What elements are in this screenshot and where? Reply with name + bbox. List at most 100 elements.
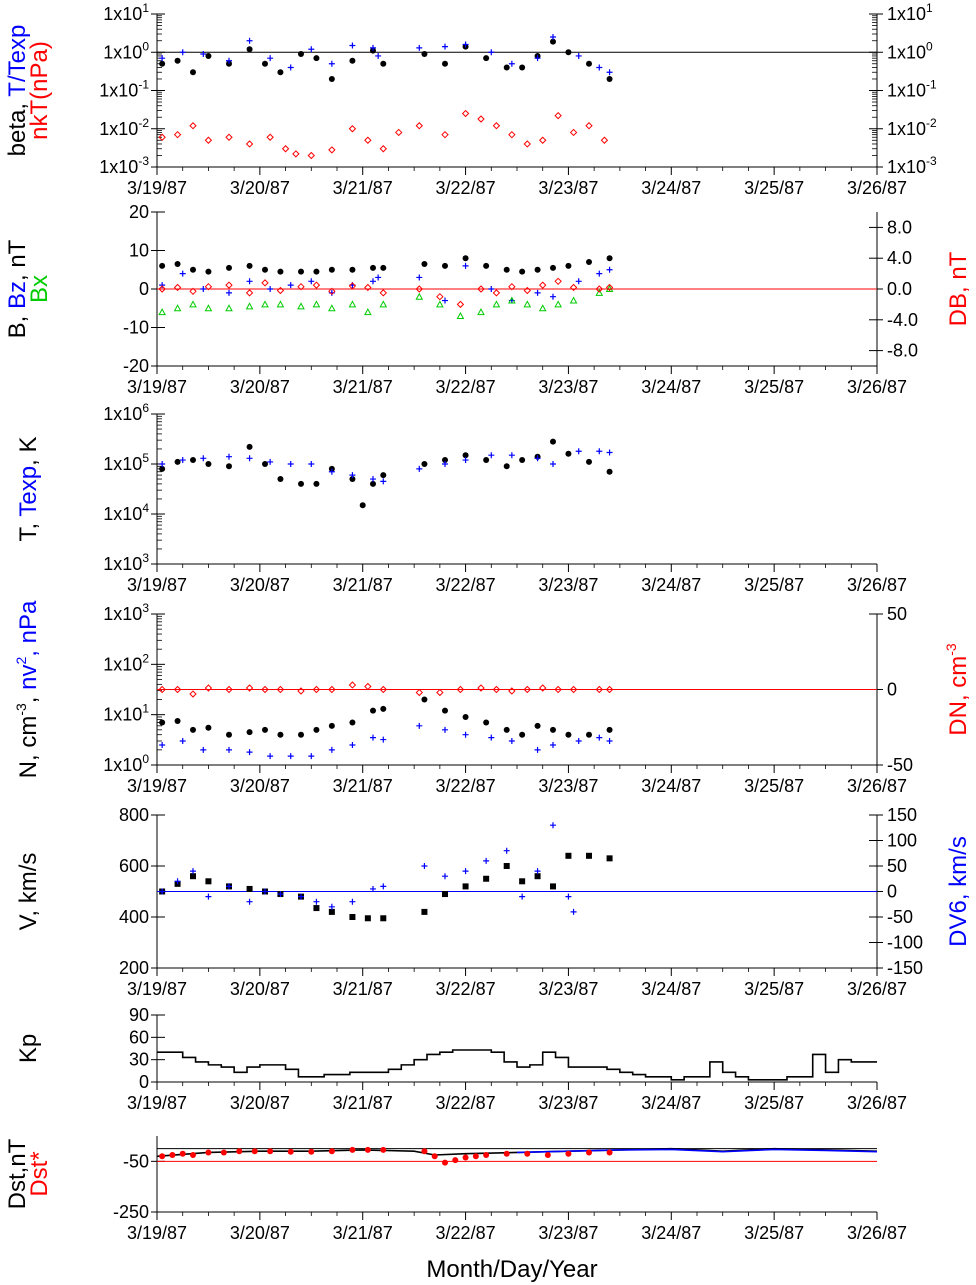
density-point [190, 726, 196, 733]
x-tick-label: 3/26/87 [847, 1093, 907, 1113]
density-point [379, 685, 387, 694]
beta-point [174, 57, 181, 64]
x-tick-label: 3/23/87 [538, 979, 598, 999]
density-point [158, 685, 166, 694]
velocity-point [519, 893, 526, 900]
velocity-point [190, 873, 196, 880]
y-axis-title: N, cm-3, nv2, nPa [13, 600, 42, 778]
velocity-point [380, 915, 387, 922]
field-point [534, 289, 541, 296]
dst-point [236, 1148, 243, 1155]
density-point [508, 737, 515, 744]
x-tick-label: 3/23/87 [538, 575, 598, 595]
x-tick-label: 3/19/87 [127, 377, 187, 397]
density-point [534, 722, 541, 729]
beta-point [585, 122, 593, 130]
plot-panels: 1x1011x1001x10-11x10-21x10-31x1011x1001x… [4, 1, 972, 1243]
temperature-point [416, 465, 423, 472]
field-point [488, 286, 495, 292]
temperature-point [483, 457, 490, 464]
density-point [488, 734, 495, 741]
temperature-point [359, 502, 366, 509]
velocity-point [421, 908, 428, 915]
field-point [328, 287, 336, 296]
svg-text:Kp: Kp [15, 1034, 42, 1063]
x-tick-label: 3/24/87 [641, 178, 701, 198]
density-point [477, 684, 485, 692]
right-y-tick-label: -4.0 [887, 310, 918, 330]
density-point [492, 685, 501, 694]
field-point [159, 282, 166, 289]
velocity-point [442, 891, 448, 898]
temperature-point [159, 465, 166, 472]
density-series-1 [159, 722, 613, 760]
velocity-point [442, 873, 448, 880]
beta-point [523, 140, 531, 148]
field-series-2 [158, 284, 614, 319]
temperature-point [586, 458, 592, 465]
field-point [477, 308, 485, 316]
field-series-3 [158, 277, 614, 309]
beta-point [379, 145, 387, 153]
velocity-point [349, 914, 356, 920]
kp-series-0 [157, 1049, 877, 1081]
field-point [245, 289, 254, 297]
beta-point [364, 136, 372, 144]
field-point [586, 259, 592, 266]
field-point [179, 270, 186, 277]
y-tick-label: 1x100 [103, 39, 149, 62]
field-point [416, 274, 423, 281]
temperature-point [575, 448, 582, 455]
field-point [606, 266, 613, 273]
velocity-point [570, 908, 577, 915]
x-tick-label: 3/23/87 [538, 1093, 598, 1113]
right-y-tick-label: -100 [887, 933, 923, 953]
density-point [442, 707, 448, 714]
right-y-tick-label: 0 [887, 882, 897, 902]
y-tick-label: 1x103 [103, 601, 149, 624]
density-point [606, 726, 613, 733]
velocity-point [483, 857, 490, 864]
density-point [328, 685, 336, 694]
beta-point [550, 38, 556, 45]
field-point [267, 286, 274, 292]
beta-point [328, 60, 335, 67]
density-point [415, 688, 423, 697]
density-point [246, 749, 253, 756]
velocity-point [349, 898, 356, 905]
right-y-tick-label: 50 [887, 856, 907, 876]
right-axis-title: DB, nT [945, 251, 972, 326]
beta-point [519, 64, 526, 71]
x-tick-label: 3/22/87 [436, 178, 496, 198]
beta-point [245, 140, 254, 148]
beta-point [554, 111, 562, 120]
dst-point [472, 1153, 479, 1160]
dst-point [205, 1149, 212, 1156]
field-point [189, 300, 197, 308]
dst-point [349, 1146, 356, 1153]
dst-point [169, 1152, 176, 1158]
panel-field: 20 10 0 -10 -20 8.0 4.0 0.0 -4.0 -8.0 3/19/87 3/20/… [4, 202, 972, 397]
temperature-point [508, 452, 515, 459]
dst-point [524, 1150, 531, 1157]
x-tick-label: 3/25/87 [744, 377, 804, 397]
field-point [483, 262, 490, 269]
svg-text:DV6, km/s: DV6, km/s [945, 836, 972, 947]
velocity-point [462, 883, 469, 890]
y-tick-label: 800 [119, 805, 149, 825]
x-tick-label: 3/20/87 [230, 1093, 290, 1113]
temperature-point [159, 461, 166, 467]
field-point [379, 300, 388, 308]
field-point [158, 285, 166, 293]
field-point [349, 266, 356, 273]
x-tick-label: 3/21/87 [333, 979, 393, 999]
svg-text:DN, cm-3: DN, cm-3 [943, 643, 972, 736]
temperature-point [519, 457, 526, 464]
x-tick-label: 3/22/87 [436, 1223, 496, 1243]
density-point [297, 687, 305, 695]
beta-point [492, 122, 501, 130]
y-tick-label: 0 [139, 279, 149, 299]
dst-point [421, 1148, 428, 1155]
density-point [565, 731, 572, 738]
